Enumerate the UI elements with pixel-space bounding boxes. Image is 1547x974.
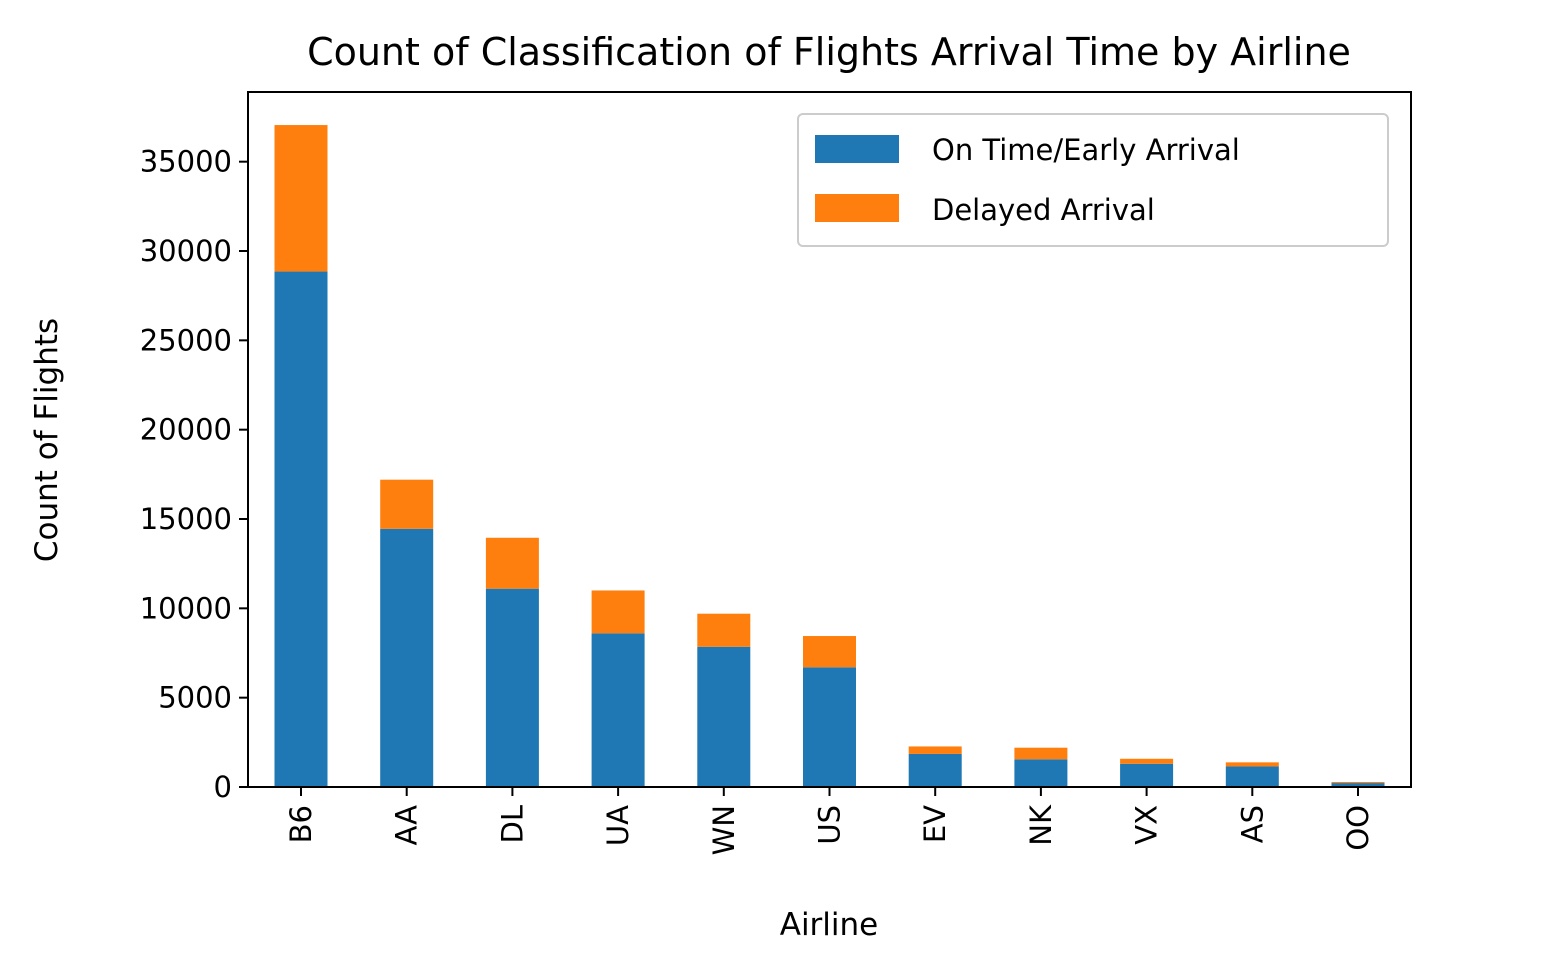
y-tick-label: 15000	[140, 502, 232, 536]
bar-nk-on-time	[1014, 759, 1068, 787]
x-tick-label-ev: EV	[918, 805, 952, 843]
bar-ev-delayed	[908, 746, 962, 754]
bar-as-delayed	[1225, 762, 1279, 767]
x-axis-label: Airline	[780, 907, 879, 943]
legend-swatch-on-time	[815, 135, 899, 163]
plot-frame	[247, 91, 1412, 788]
chart-title: Count of Classification of Flights Arriv…	[307, 30, 1351, 74]
x-tick-label-nk: NK	[1024, 804, 1058, 846]
bar-as-on-time	[1225, 766, 1279, 787]
y-tick-label: 10000	[140, 591, 232, 625]
x-tick-label-aa: AA	[390, 805, 424, 846]
bar-wn-delayed	[697, 613, 751, 647]
legend-label-on-time: On Time/Early Arrival	[932, 133, 1240, 167]
y-tick-label: 0	[214, 770, 232, 804]
bar-ua-on-time	[591, 633, 645, 787]
x-tick-label-as: AS	[1235, 805, 1269, 843]
bar-vx-delayed	[1120, 758, 1174, 764]
bar-oo-delayed	[1331, 781, 1385, 784]
y-tick-label: 30000	[140, 234, 232, 268]
bar-oo-on-time	[1331, 783, 1385, 787]
bar-dl-on-time	[485, 588, 539, 787]
x-tick-label-us: US	[813, 805, 847, 845]
y-axis-ticks: 0 5000 10000 15000 20000 25000 30000 35000	[140, 145, 248, 804]
x-axis-ticks: B6 AA DL UA WN US EV NK VX AS OO	[284, 787, 1375, 855]
legend-box	[797, 113, 1389, 247]
y-tick-label: 20000	[140, 413, 232, 447]
bar-us-on-time	[803, 667, 856, 787]
legend: On Time/Early Arrival Delayed Arrival	[797, 113, 1389, 247]
y-axis-label: Count of Flights	[29, 318, 65, 562]
bar-ev-on-time	[908, 753, 962, 787]
bar-b6-on-time	[274, 271, 328, 788]
bar-dl-delayed	[485, 537, 539, 589]
x-tick-label-dl: DL	[495, 805, 529, 844]
x-tick-label-wn: WN	[707, 805, 741, 855]
y-tick-label: 25000	[140, 323, 232, 357]
y-tick-label: 35000	[140, 145, 232, 179]
y-tick-label: 5000	[158, 681, 232, 715]
x-tick-label-ua: UA	[601, 805, 635, 846]
x-tick-label-b6: B6	[284, 805, 318, 843]
bar-aa-delayed	[380, 479, 434, 529]
bars-group	[274, 125, 1385, 788]
legend-swatch-delayed	[815, 194, 899, 222]
bar-ua-delayed	[591, 590, 645, 634]
bar-wn-on-time	[697, 646, 751, 787]
bar-us-delayed	[803, 636, 856, 668]
bar-vx-on-time	[1120, 763, 1174, 787]
bar-b6-delayed	[274, 125, 328, 272]
x-tick-label-vx: VX	[1130, 805, 1164, 845]
bar-nk-delayed	[1014, 747, 1068, 760]
x-tick-label-oo: OO	[1341, 805, 1375, 851]
bar-aa-on-time	[380, 528, 434, 787]
legend-label-delayed: Delayed Arrival	[932, 193, 1155, 227]
